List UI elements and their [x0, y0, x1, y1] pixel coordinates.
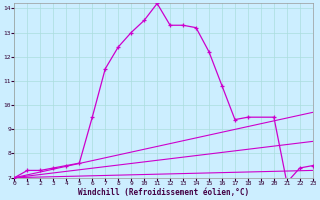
X-axis label: Windchill (Refroidissement éolien,°C): Windchill (Refroidissement éolien,°C): [78, 188, 249, 197]
